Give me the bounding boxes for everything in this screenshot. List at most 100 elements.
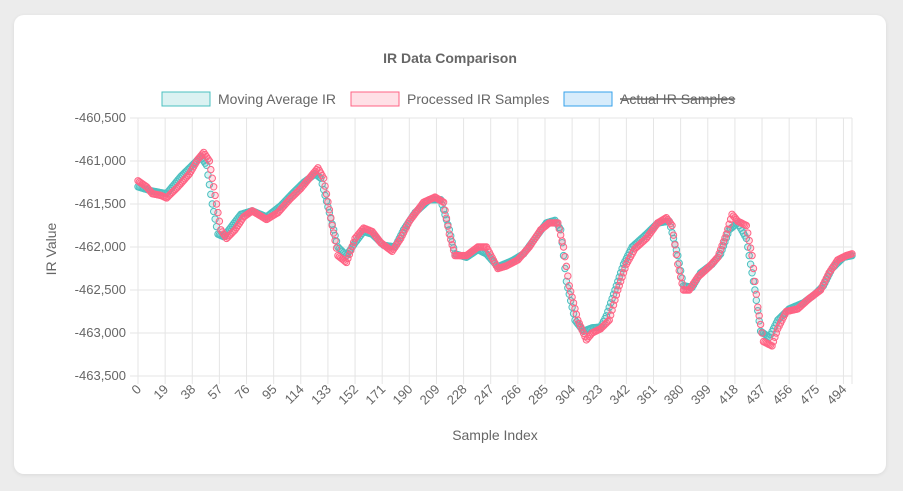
x-tick-label: 247 bbox=[471, 382, 497, 408]
data-point bbox=[748, 251, 756, 260]
data-point bbox=[205, 157, 214, 165]
data-point bbox=[715, 249, 723, 258]
data-point bbox=[212, 200, 221, 208]
data-point bbox=[668, 221, 676, 230]
chart-card: IR Data Comparison Moving Average IR Proc… bbox=[14, 15, 886, 474]
x-tick-label: 456 bbox=[769, 382, 795, 408]
data-point bbox=[348, 242, 356, 251]
data-point bbox=[342, 258, 351, 267]
legend-swatch bbox=[350, 91, 400, 107]
data-point bbox=[752, 296, 761, 305]
data-point bbox=[558, 237, 566, 245]
data-point bbox=[754, 303, 762, 311]
series-layer bbox=[134, 148, 856, 350]
data-point bbox=[556, 231, 565, 239]
data-point bbox=[758, 329, 766, 337]
x-tick-label: 76 bbox=[232, 382, 253, 403]
data-point bbox=[328, 221, 336, 230]
x-tick-label: 399 bbox=[688, 382, 714, 408]
data-point bbox=[331, 236, 339, 245]
y-tick-label: -460,500 bbox=[75, 110, 126, 125]
x-tick-label: 19 bbox=[150, 382, 171, 403]
data-point bbox=[675, 266, 683, 275]
x-tick-label: 437 bbox=[742, 382, 768, 408]
data-point bbox=[716, 245, 725, 254]
data-point bbox=[439, 198, 448, 206]
data-point bbox=[719, 238, 728, 246]
x-tick-label: 323 bbox=[579, 382, 605, 408]
data-point bbox=[445, 230, 454, 238]
y-axis-ticks: -460,500 -461,000 -461,500 -462,000 -462,500… bbox=[75, 110, 126, 383]
data-point bbox=[559, 243, 568, 251]
data-point bbox=[561, 252, 569, 261]
data-point bbox=[322, 190, 331, 198]
data-point bbox=[745, 236, 753, 245]
data-point bbox=[441, 206, 449, 214]
data-point bbox=[554, 219, 562, 227]
x-tick-label: 38 bbox=[178, 382, 199, 403]
data-point bbox=[444, 222, 452, 230]
x-axis-ticks: 0 19 38 57 76 95 114 133 152 171 190 209 228 247 266 28… bbox=[128, 382, 849, 408]
data-point bbox=[742, 221, 751, 230]
y-tick-label: -462,000 bbox=[75, 239, 126, 254]
legend-swatch bbox=[161, 91, 211, 107]
data-point bbox=[755, 312, 763, 320]
data-point bbox=[209, 183, 218, 191]
data-point bbox=[332, 244, 341, 252]
data-point bbox=[848, 250, 856, 258]
legend-label: Moving Average IR bbox=[218, 91, 336, 107]
series-2 bbox=[134, 148, 856, 350]
data-point bbox=[721, 234, 729, 242]
x-tick-label: 209 bbox=[417, 382, 443, 408]
data-point bbox=[325, 206, 334, 214]
data-point bbox=[746, 244, 755, 252]
data-point bbox=[714, 253, 722, 262]
data-point bbox=[744, 229, 752, 237]
x-tick-label: 475 bbox=[796, 382, 822, 408]
data-point bbox=[344, 254, 352, 263]
data-point bbox=[674, 260, 682, 268]
x-tick-label: 57 bbox=[205, 382, 226, 403]
legend-item-3[interactable]: Actual IR Samples bbox=[563, 91, 736, 107]
chart-svg: IR Data Comparison Moving Average IR Proc… bbox=[43, 50, 856, 443]
x-tick-label: 0 bbox=[128, 382, 144, 398]
y-tick-label: -463,000 bbox=[75, 325, 126, 340]
data-point bbox=[718, 242, 726, 250]
data-point bbox=[672, 250, 681, 259]
data-point bbox=[211, 191, 219, 200]
data-point bbox=[756, 320, 765, 329]
chart-grid bbox=[130, 117, 853, 384]
data-point bbox=[555, 225, 563, 233]
x-tick-label: 228 bbox=[444, 382, 470, 408]
data-point bbox=[749, 264, 758, 273]
data-point bbox=[215, 217, 224, 225]
legend-swatch bbox=[563, 91, 613, 107]
legend-item-2[interactable]: Processed IR Samples bbox=[350, 91, 549, 107]
data-point bbox=[442, 214, 451, 222]
data-point bbox=[752, 290, 761, 298]
data-point bbox=[676, 273, 685, 281]
x-axis-title: Sample Index bbox=[452, 427, 538, 443]
x-tick-label: 304 bbox=[552, 382, 578, 408]
x-tick-label: 361 bbox=[634, 382, 660, 408]
data-point bbox=[669, 231, 678, 239]
x-tick-label: 152 bbox=[335, 382, 361, 408]
legend-label: Processed IR Samples bbox=[407, 91, 549, 107]
x-tick-label: 266 bbox=[498, 382, 524, 408]
data-point bbox=[448, 241, 456, 249]
data-point bbox=[751, 277, 759, 286]
data-point bbox=[564, 272, 572, 280]
data-point bbox=[562, 262, 571, 271]
x-tick-label: 342 bbox=[607, 382, 633, 408]
x-tick-label: 114 bbox=[282, 382, 307, 407]
data-point bbox=[329, 229, 338, 237]
chart-title: IR Data Comparison bbox=[383, 50, 517, 66]
data-point bbox=[321, 182, 329, 190]
data-point bbox=[678, 279, 686, 288]
data-point bbox=[214, 208, 222, 217]
y-tick-label: -461,500 bbox=[75, 196, 126, 211]
legend-item-1[interactable]: Moving Average IR bbox=[161, 91, 336, 107]
x-tick-label: 494 bbox=[824, 382, 850, 408]
y-axis-title: IR Value bbox=[43, 222, 59, 275]
x-tick-label: 133 bbox=[308, 382, 334, 408]
